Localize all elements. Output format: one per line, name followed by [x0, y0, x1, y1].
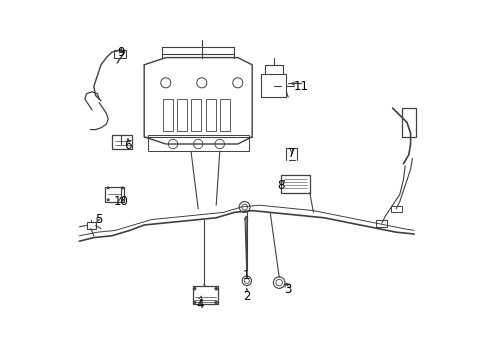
Text: 10: 10 [113, 195, 128, 208]
Circle shape [107, 186, 110, 189]
Text: 9: 9 [117, 46, 124, 59]
Text: 3: 3 [285, 283, 292, 296]
Circle shape [121, 198, 124, 201]
Text: 6: 6 [124, 139, 132, 152]
Circle shape [193, 301, 196, 304]
Circle shape [215, 301, 218, 304]
Text: 7: 7 [288, 147, 295, 159]
Circle shape [121, 186, 124, 189]
Circle shape [193, 287, 196, 290]
Text: 5: 5 [96, 213, 103, 226]
Circle shape [107, 198, 110, 201]
Text: 8: 8 [277, 179, 285, 192]
Text: 1: 1 [243, 269, 250, 282]
Circle shape [215, 287, 218, 290]
Text: 4: 4 [196, 298, 204, 311]
Text: 11: 11 [294, 80, 308, 93]
Text: 2: 2 [243, 291, 250, 303]
